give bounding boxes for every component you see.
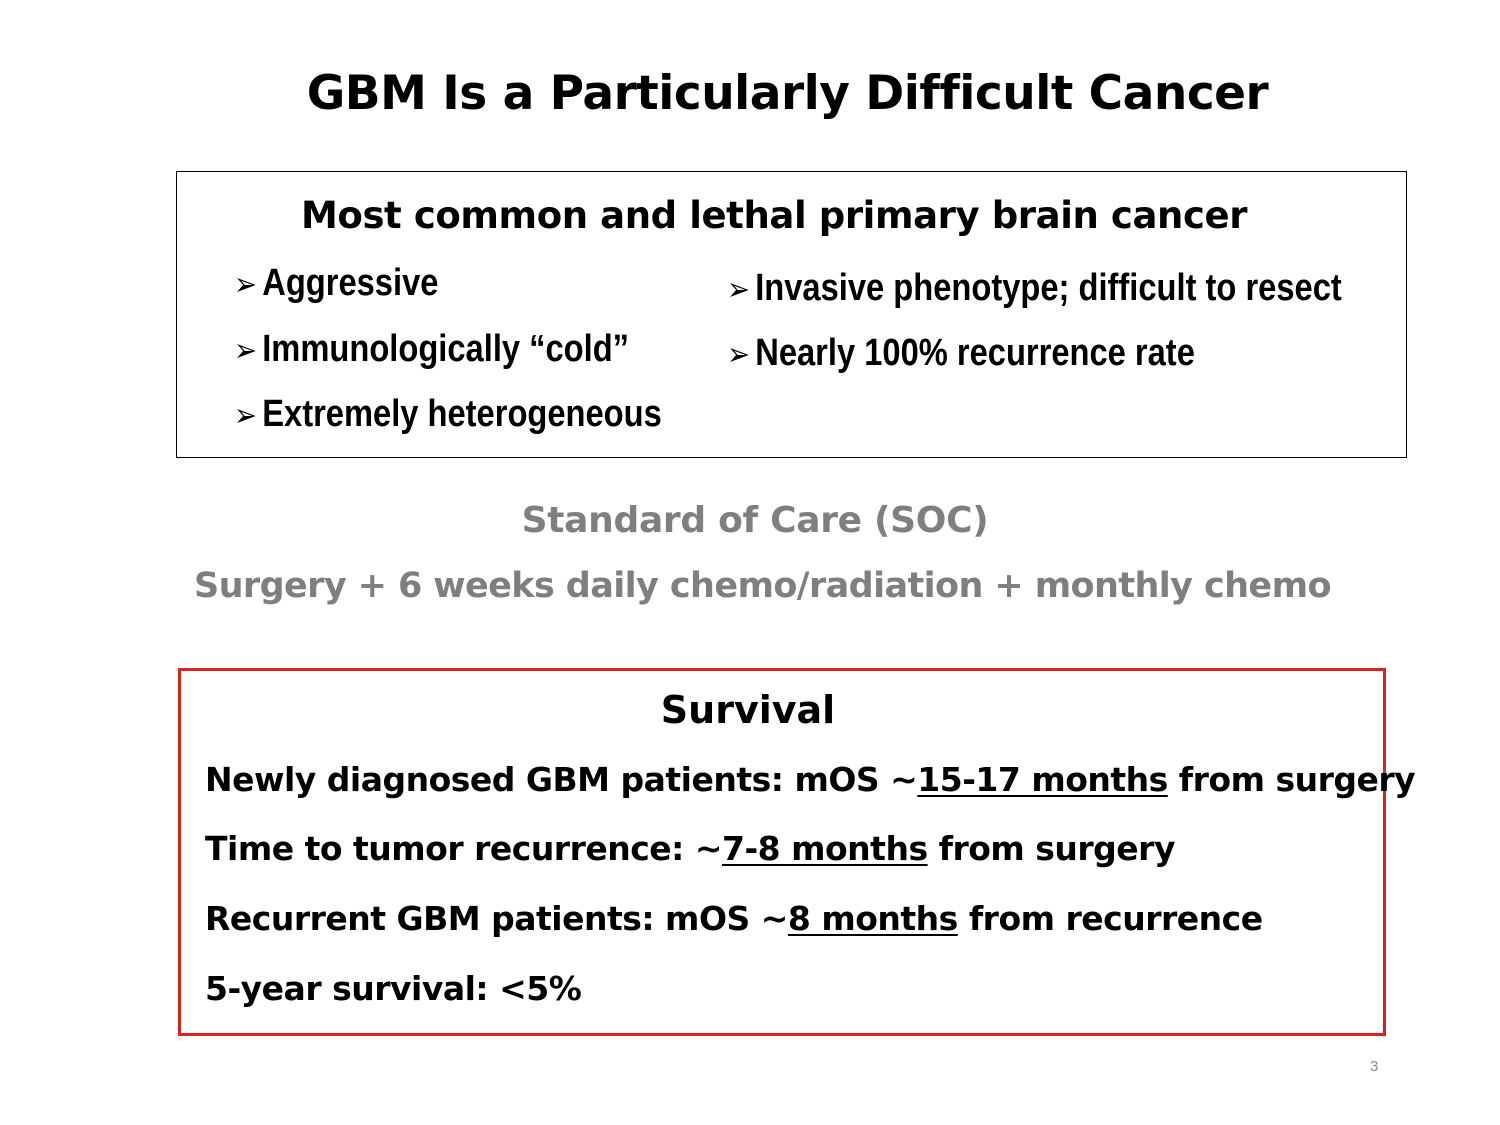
survival-heading: Survival — [660, 688, 836, 732]
survival-line-prefix: Recurrent GBM patients: mOS ~ — [205, 899, 788, 938]
arrow-bullet-icon: ➢ — [234, 395, 258, 434]
survival-line-suffix: from recurrence — [957, 899, 1263, 938]
bullet-immunologically-cold: ➢ Immunologically “cold” — [234, 328, 629, 371]
characteristics-heading: Most common and lethal primary brain can… — [301, 194, 1248, 237]
survival-box: Survival Newly diagnosed GBM patients: m… — [178, 668, 1416, 1036]
survival-line-suffix: from surgery — [927, 829, 1176, 868]
slide-title: GBM Is a Particularly Difficult Cancer — [306, 66, 1269, 121]
bullet-heterogeneous: ➢ Extremely heterogeneous — [234, 393, 662, 436]
arrow-bullet-icon: ➢ — [234, 330, 258, 369]
bullet-label: Aggressive — [262, 262, 439, 304]
bullet-label: Nearly 100% recurrence rate — [755, 332, 1195, 374]
bullet-label: Extremely heterogeneous — [262, 393, 662, 435]
soc-title: Standard of Care (SOC) — [521, 500, 989, 541]
survival-line-prefix: 5-year survival: <5% — [205, 969, 582, 1008]
bullet-invasive-phenotype: ➢ Invasive phenotype; difficult to resec… — [727, 267, 1342, 310]
soc-detail: Surgery + 6 weeks daily chemo/radiation … — [194, 566, 1331, 606]
bullet-aggressive: ➢ Aggressive — [234, 262, 438, 305]
arrow-bullet-icon: ➢ — [234, 264, 258, 303]
survival-line-prefix: Time to tumor recurrence: ~ — [205, 829, 723, 868]
characteristics-box: Most common and lethal primary brain can… — [176, 171, 1407, 458]
survival-line-time-to-recurrence: Time to tumor recurrence: ~7-8 months fr… — [205, 829, 1175, 868]
bullet-label: Invasive phenotype; difficult to resect — [755, 267, 1342, 309]
arrow-bullet-icon: ➢ — [727, 269, 751, 308]
arrow-bullet-icon: ➢ — [727, 334, 751, 373]
bullet-recurrence-rate: ➢ Nearly 100% recurrence rate — [727, 332, 1195, 375]
survival-line-five-year: 5-year survival: <5% — [205, 969, 582, 1008]
survival-line-suffix: from surgery — [1167, 760, 1416, 799]
survival-line-emphasis: 7-8 months — [722, 829, 928, 868]
survival-line-recurrent: Recurrent GBM patients: mOS ~8 months fr… — [205, 899, 1263, 938]
survival-line-prefix: Newly diagnosed GBM patients: mOS ~ — [205, 760, 918, 799]
survival-line-newly-diagnosed: Newly diagnosed GBM patients: mOS ~15-17… — [205, 760, 1416, 799]
survival-line-emphasis: 8 months — [787, 899, 958, 938]
page-number: 3 — [1370, 1058, 1379, 1075]
bullet-label: Immunologically “cold” — [262, 328, 630, 370]
survival-line-emphasis: 15-17 months — [917, 760, 1168, 799]
